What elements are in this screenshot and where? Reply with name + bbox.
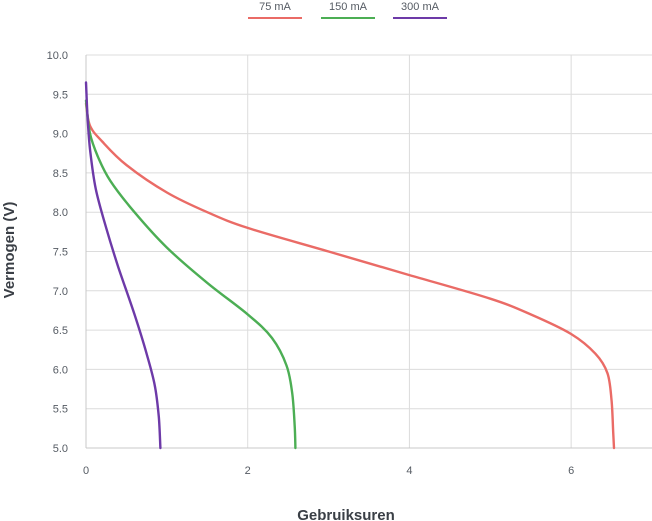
series-lines xyxy=(84,81,616,450)
y-tick-label: 8.5 xyxy=(53,168,68,180)
y-axis-title: Vermogen (V) xyxy=(1,202,18,299)
legend-label-75-ma: 75 mA xyxy=(259,1,291,13)
legend: 75 mA 150 mA 300 mA xyxy=(248,1,447,19)
x-axis-title: Gebruiksuren xyxy=(297,507,395,521)
y-tick-label: 10.0 xyxy=(47,50,68,62)
legend-label-300-ma: 300 mA xyxy=(401,1,440,13)
y-tick-label: 7.5 xyxy=(53,247,68,259)
y-tick-label: 9.5 xyxy=(53,89,68,101)
x-tick-label: 4 xyxy=(406,465,412,477)
y-tick-label: 6.0 xyxy=(53,364,68,376)
plot-frame xyxy=(85,55,652,449)
x-tick-label: 2 xyxy=(245,465,251,477)
series-line-150-ma xyxy=(84,99,297,450)
x-tick-label: 0 xyxy=(83,465,89,477)
y-tick-label: 6.5 xyxy=(53,325,68,337)
x-tick-label: 6 xyxy=(568,465,574,477)
y-tick-label: 7.0 xyxy=(53,286,68,298)
grid-lines xyxy=(86,54,652,449)
x-axis-ticks: 0 2 4 6 xyxy=(83,465,574,477)
legend-label-150-ma: 150 mA xyxy=(329,1,368,13)
y-tick-label: 8.0 xyxy=(53,207,68,219)
y-axis-ticks: 5.0 5.5 6.0 6.5 7.0 7.5 8.0 8.5 9.0 9.5 10.0 xyxy=(47,50,68,455)
series-line-300-ma xyxy=(84,81,162,450)
y-tick-label: 9.0 xyxy=(53,129,68,141)
series-line-75-ma xyxy=(84,102,616,450)
y-tick-label: 5.5 xyxy=(53,404,68,416)
y-tick-label: 5.0 xyxy=(53,443,68,455)
